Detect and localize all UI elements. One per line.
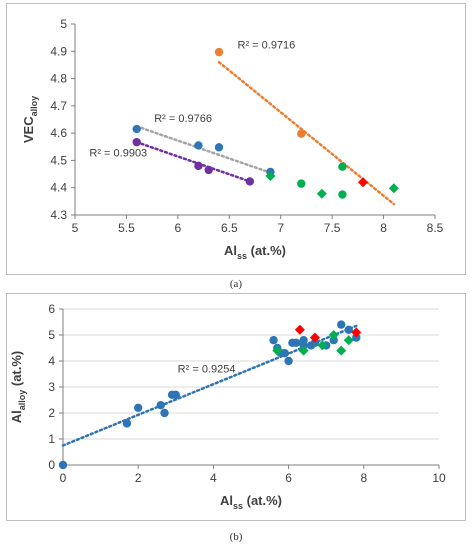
chart-a-trendline-label: R² = 0.9766 — [154, 113, 212, 125]
chart-b-data-point — [344, 325, 353, 334]
chart-b-data-point — [284, 356, 293, 366]
chart-a-panel: 5 5.5 6 6.5 7 7.5 8 8.5 4.3 4.4 4.5 4.6 4.7 4.8 4.9 5 R²… — [6, 3, 466, 275]
chart-b-x-tick-label: 10 — [432, 471, 446, 485]
chart-b-panel: 0 2 4 6 8 10 0 1 2 3 4 5 6 R² = 0.9254 Alss (at.%) Alal… — [6, 293, 466, 521]
chart-b-x-tick-label: 6 — [285, 471, 292, 485]
chart-b-data-point — [122, 419, 132, 428]
chart-b-data-point — [299, 336, 308, 345]
chart-a-y-tick-label: 5 — [60, 17, 67, 31]
chart-a-x-tick-label: 7.5 — [324, 221, 341, 235]
chart-b-data-point — [337, 320, 346, 329]
chart-a-x-axis-title: Alss (at.%) — [224, 243, 286, 261]
chart-a-caption: (a) — [229, 278, 243, 290]
chart-a: 5 5.5 6 6.5 7 7.5 8 8.5 4.3 4.4 4.5 4.6 4.7 4.8 4.9 5 R²… — [21, 17, 444, 261]
chart-a-data-point — [204, 165, 213, 175]
chart-b-x-tick-label: 2 — [135, 471, 142, 485]
chart-b-data-point — [160, 408, 169, 418]
chart-a-data-point — [194, 161, 203, 171]
chart-a-data-point — [316, 188, 327, 199]
chart-a-trendline — [217, 60, 396, 206]
chart-a-data-point — [245, 177, 255, 186]
chart-b-data-point — [280, 349, 290, 358]
chart-a-x-tick-label: 5 — [72, 221, 79, 235]
chart-a-y-tick-label: 4.4 — [50, 181, 67, 195]
chart-b-data-point — [309, 332, 320, 343]
chart-a-trendline-label: R² = 0.9716 — [238, 40, 296, 52]
chart-b-data-point — [156, 401, 165, 410]
chart-b-y-tick-label: 5 — [48, 328, 55, 342]
chart-a-data-point — [194, 141, 203, 150]
chart-b-data-point — [134, 403, 143, 412]
chart-b-y-tick-label: 6 — [48, 302, 55, 316]
chart-a-data-point — [388, 183, 399, 194]
chart-a-data-point — [132, 137, 141, 147]
chart-a-trendline-label: R² = 0.9903 — [89, 147, 147, 159]
chart-b-data-point — [328, 330, 339, 340]
chart-b-data-point — [171, 390, 180, 399]
chart-a-trendline — [135, 125, 272, 174]
chart-a-y-tick-label: 4.5 — [50, 153, 67, 167]
chart-a-y-tick-label: 4.8 — [50, 72, 67, 86]
chart-a-x-tick-label: 5.5 — [118, 221, 135, 235]
chart-b-data-point — [329, 336, 338, 345]
chart-a-x-tick-label: 7 — [277, 221, 284, 235]
chart-b-data-point — [317, 340, 328, 351]
chart-a-data-point — [338, 162, 347, 171]
chart-a-trendline — [135, 140, 252, 183]
chart-b-data-point — [351, 327, 362, 338]
chart-b-trendline-label: R² = 0.9254 — [178, 364, 236, 376]
chart-b-caption: (b) — [229, 531, 243, 543]
chart-a-data-point — [214, 47, 224, 57]
chart-b-y-tick-label: 4 — [48, 354, 55, 368]
chart-b-y-tick-label: 0 — [48, 458, 55, 472]
chart-a-x-tick-label: 8.5 — [427, 221, 444, 235]
chart-b: 0 2 4 6 8 10 0 1 2 3 4 5 6 R² = 0.9254 Alss (at.%) Alal… — [9, 302, 446, 511]
chart-a-data-point — [297, 129, 306, 138]
chart-a-data-point — [358, 177, 368, 188]
chart-a-y-tick-label: 4.3 — [50, 208, 67, 222]
chart-b-y-axis-title: Alalloy (at.%) — [9, 351, 27, 424]
chart-a-data-point — [338, 190, 347, 199]
chart-b-y-tick-label: 3 — [48, 380, 55, 394]
chart-b-data-point — [310, 338, 320, 347]
chart-b-data-point — [336, 345, 347, 356]
chart-b-x-axis-title: Alss (at.%) — [220, 493, 282, 511]
chart-a-y-axis-title: VECalloy — [21, 96, 39, 143]
chart-b-data-point — [352, 333, 361, 342]
chart-a-y-tick-label: 4.9 — [50, 44, 67, 58]
chart-b-data-point — [272, 345, 283, 356]
chart-b-x-tick-label: 8 — [360, 471, 367, 485]
chart-b-y-tick-label: 2 — [48, 406, 55, 420]
chart-a-x-tick-label: 8 — [380, 221, 387, 235]
chart-b-data-point — [343, 335, 354, 346]
chart-a-x-tick-label: 6 — [175, 221, 182, 235]
chart-b-x-tick-label: 4 — [210, 471, 217, 485]
chart-b-data-point — [294, 324, 305, 335]
chart-a-y-tick-label: 4.7 — [50, 99, 67, 113]
chart-b-data-point — [269, 336, 278, 345]
chart-a-data-point — [132, 124, 141, 134]
chart-a-y-tick-label: 4.6 — [50, 126, 67, 140]
chart-b-data-point — [298, 345, 309, 356]
chart-a-x-tick-label: 6.5 — [221, 221, 238, 235]
chart-b-data-point — [58, 460, 68, 470]
chart-b-x-tick-label: 0 — [60, 471, 67, 485]
chart-a-data-point — [265, 170, 276, 181]
chart-b-data-point — [291, 338, 301, 347]
chart-a-data-point — [214, 143, 224, 152]
chart-a-data-point — [297, 179, 306, 188]
chart-b-y-tick-label: 1 — [48, 432, 55, 446]
